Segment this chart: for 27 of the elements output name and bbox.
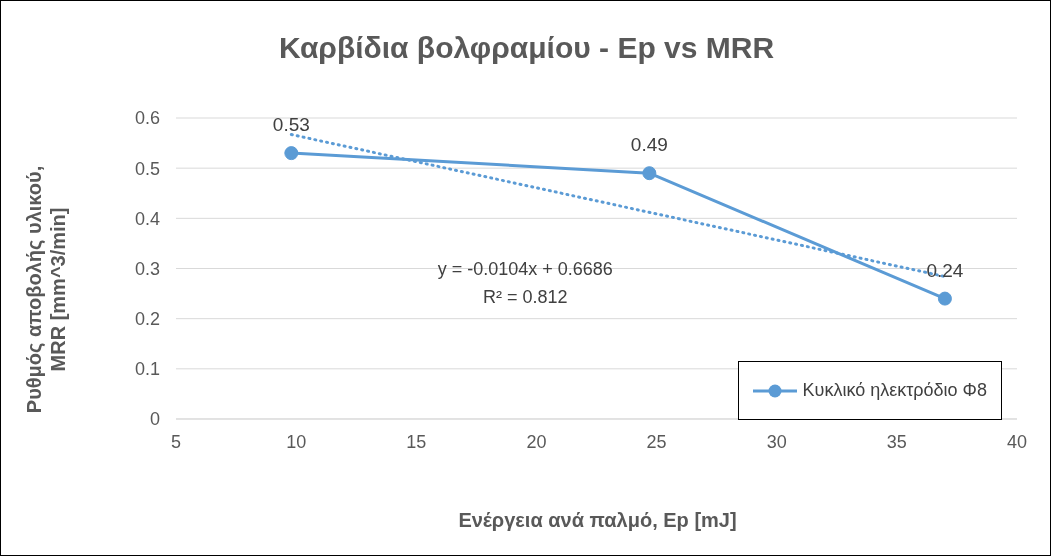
chart-title: Καρβίδια βολφραμίου - Ep vs MRR <box>277 31 776 65</box>
x-tick-label: 40 <box>1006 431 1028 452</box>
y-tick-label: 0.3 <box>134 258 160 279</box>
x-tick-label: 30 <box>766 431 787 452</box>
point <box>937 291 952 306</box>
x-tick-label: 20 <box>526 431 547 452</box>
x-tick-label: 15 <box>406 431 427 452</box>
y-tick-label: 0.6 <box>134 108 160 129</box>
y-tick-label: 0.5 <box>134 158 160 179</box>
data-label: 0.49 <box>630 134 668 156</box>
point <box>642 166 657 181</box>
y-tick-label: 0.1 <box>134 359 160 380</box>
y-tick-label: 0.2 <box>134 309 160 330</box>
annotation: R² = 0.812 <box>481 287 569 308</box>
x-tick-label: 25 <box>646 431 667 452</box>
x-axis-title: Ενέργεια ανά παλμό, Ep [mJ] <box>457 509 738 532</box>
data-label: 0.53 <box>272 114 310 136</box>
x-tick-label: 35 <box>886 431 907 452</box>
y-tick-label: 0 <box>149 409 160 430</box>
y-axis-title: Ρυθμός αποβολής υλικού, MRR [mm^3/min] <box>23 165 69 414</box>
legend-label: Κυκλικό ηλεκτρόδιο Φ8 <box>802 380 987 401</box>
point <box>284 146 299 161</box>
data-label: 0.24 <box>926 259 964 281</box>
y-tick-label: 0.4 <box>134 208 160 229</box>
x-tick-label: 5 <box>170 431 182 452</box>
x-tick-label: 10 <box>286 431 307 452</box>
annotation: y = -0.0104x + 0.6686 <box>436 259 614 280</box>
